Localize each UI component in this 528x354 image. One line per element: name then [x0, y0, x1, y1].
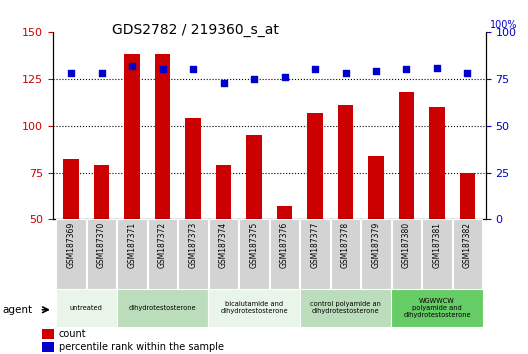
Text: percentile rank within the sample: percentile rank within the sample: [59, 342, 224, 352]
Bar: [361, 219, 391, 289]
Point: [280, 74, 289, 80]
Bar: [399, 92, 414, 313]
Bar: [216, 165, 231, 313]
Bar: [239, 219, 269, 289]
Bar: [155, 55, 170, 313]
Text: dihydrotestosterone: dihydrotestosterone: [129, 305, 196, 311]
Point: [158, 67, 167, 72]
Text: GSM187376: GSM187376: [280, 222, 289, 268]
Text: GSM187379: GSM187379: [372, 222, 381, 268]
Bar: [338, 105, 353, 313]
Point: [402, 67, 411, 72]
Bar: [87, 219, 116, 289]
Bar: [42, 329, 54, 339]
Text: control polyamide an
dihydrotestosterone: control polyamide an dihydrotestosterone: [310, 302, 381, 314]
Bar: [270, 219, 299, 289]
Text: GSM187378: GSM187378: [341, 222, 350, 268]
Text: agent: agent: [3, 305, 33, 315]
Text: GSM187380: GSM187380: [402, 222, 411, 268]
Bar: [56, 219, 86, 289]
Bar: [178, 219, 208, 289]
Text: GSM187375: GSM187375: [250, 222, 259, 268]
Text: GSM187377: GSM187377: [310, 222, 319, 268]
Text: WGWWCW
polyamide and
dihydrotestosterone: WGWWCW polyamide and dihydrotestosterone: [403, 298, 471, 318]
Point: [189, 67, 197, 72]
Text: bicalutamide and
dihydrotestosterone: bicalutamide and dihydrotestosterone: [220, 302, 288, 314]
Bar: [117, 219, 147, 289]
Bar: [422, 219, 451, 289]
Bar: [391, 289, 483, 327]
Bar: [63, 159, 79, 313]
Bar: [369, 156, 384, 313]
Bar: [277, 206, 292, 313]
Text: GSM187373: GSM187373: [188, 222, 197, 268]
Bar: [117, 289, 209, 327]
Text: GSM187370: GSM187370: [97, 222, 106, 268]
Bar: [307, 113, 323, 313]
Bar: [56, 289, 117, 327]
Text: untreated: untreated: [70, 305, 103, 311]
Text: GSM187374: GSM187374: [219, 222, 228, 268]
Point: [372, 68, 380, 74]
Bar: [392, 219, 421, 289]
Bar: [209, 219, 238, 289]
Point: [128, 63, 136, 68]
Bar: [125, 55, 140, 313]
Bar: [429, 107, 445, 313]
Text: count: count: [59, 329, 87, 339]
Text: GDS2782 / 219360_s_at: GDS2782 / 219360_s_at: [112, 23, 279, 37]
Text: GSM187381: GSM187381: [432, 222, 441, 268]
Point: [250, 76, 258, 81]
Bar: [331, 219, 360, 289]
Point: [433, 65, 441, 70]
Point: [97, 70, 106, 76]
Point: [67, 70, 76, 76]
Bar: [209, 289, 300, 327]
Bar: [247, 135, 262, 313]
Point: [341, 70, 350, 76]
Text: GSM187371: GSM187371: [128, 222, 137, 268]
Bar: [148, 219, 177, 289]
Point: [219, 80, 228, 85]
Text: GSM187369: GSM187369: [67, 222, 76, 268]
Text: GSM187382: GSM187382: [463, 222, 472, 268]
Bar: [460, 172, 475, 313]
Bar: [300, 219, 329, 289]
Point: [463, 70, 472, 76]
Bar: [453, 219, 482, 289]
Bar: [185, 118, 201, 313]
Point: [311, 67, 319, 72]
Text: GSM187372: GSM187372: [158, 222, 167, 268]
Text: 100%: 100%: [490, 20, 517, 30]
Bar: [94, 165, 109, 313]
Bar: [300, 289, 391, 327]
Bar: [42, 342, 54, 352]
